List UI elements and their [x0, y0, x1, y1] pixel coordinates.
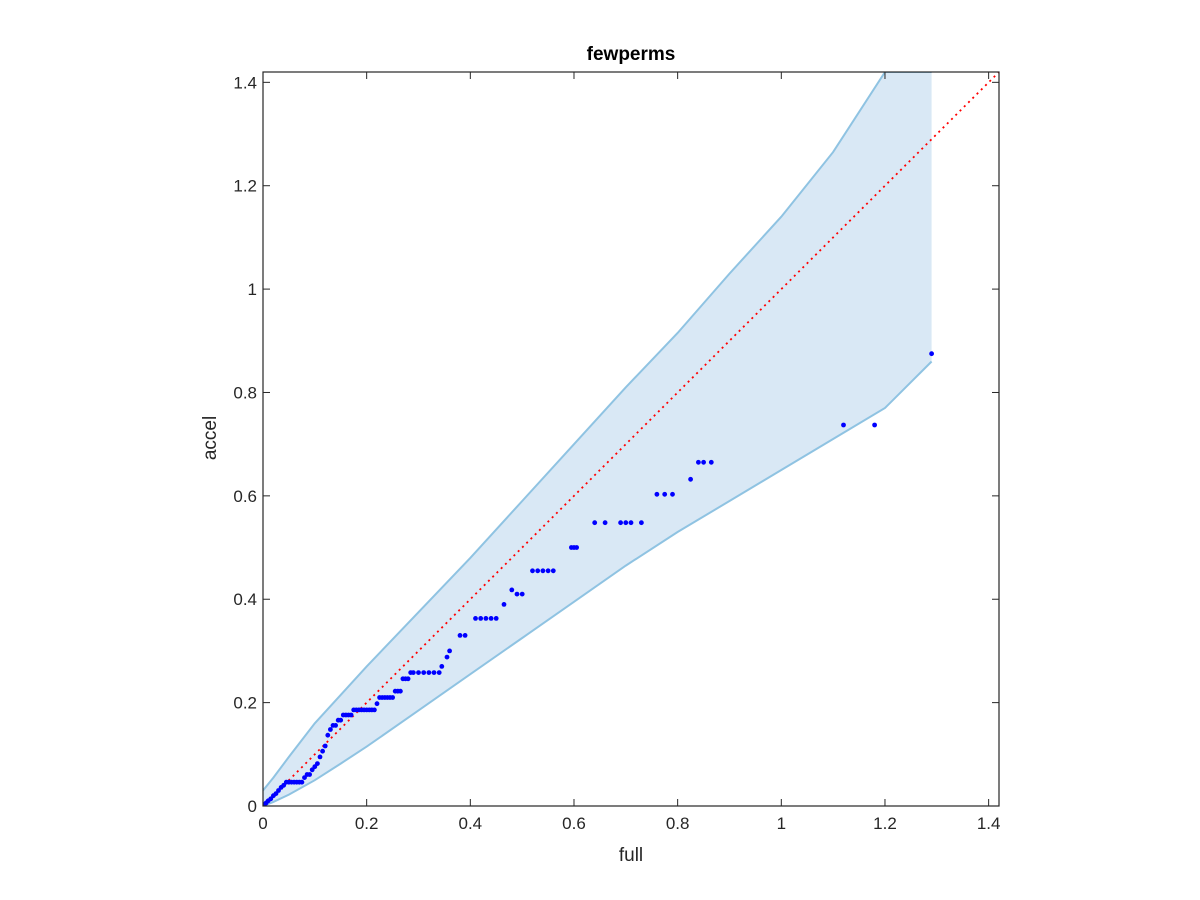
data-point	[618, 520, 623, 526]
data-point	[320, 748, 325, 754]
y-axis-label: accel	[200, 416, 221, 460]
data-point	[390, 695, 395, 700]
band-upper-edge	[263, 72, 932, 792]
data-point	[421, 670, 427, 675]
data-point	[530, 568, 535, 574]
data-point	[639, 520, 644, 526]
data-point	[493, 616, 499, 621]
y-tick-label: 0.4	[233, 590, 257, 609]
x-tick-label: 0	[258, 814, 267, 833]
data-point	[410, 670, 416, 675]
y-tick-label: 1.2	[233, 177, 257, 196]
y-tick-label: 0.2	[233, 694, 257, 713]
chart-title: fewperms	[587, 44, 676, 65]
data-point	[439, 664, 445, 669]
data-point	[436, 670, 442, 675]
data-point	[708, 459, 714, 465]
x-tick-label: 0.4	[459, 814, 483, 833]
axes-box	[262, 71, 1000, 807]
data-point	[574, 545, 579, 550]
data-point	[416, 670, 421, 675]
data-point	[325, 732, 331, 738]
data-point	[478, 616, 484, 621]
data-point	[317, 754, 323, 760]
data-point	[623, 520, 629, 526]
plot-content	[263, 72, 999, 806]
data-point	[333, 723, 338, 728]
data-point	[628, 520, 634, 526]
y-tick-label: 1	[248, 280, 257, 299]
x-tick-label: 1	[777, 814, 786, 833]
band-lower-edge	[263, 360, 933, 806]
y-tick-label: 0	[248, 797, 257, 816]
data-point	[509, 587, 515, 593]
x-tick-label: 0.6	[562, 814, 586, 833]
data-point	[322, 743, 328, 749]
data-point	[514, 591, 520, 597]
data-point	[701, 459, 706, 465]
y-tick-label: 1.4	[233, 73, 257, 92]
data-point	[405, 676, 411, 682]
data-point	[929, 351, 934, 357]
data-point	[307, 772, 312, 777]
x-tick-label: 0.8	[666, 814, 690, 833]
data-point	[670, 491, 675, 497]
y-tick-label: 0.8	[233, 383, 257, 402]
data-point	[696, 459, 701, 465]
y-tick-label: 0.6	[233, 487, 257, 506]
data-point	[398, 688, 403, 694]
data-point	[602, 520, 608, 526]
data-point	[431, 670, 437, 675]
data-point	[473, 616, 478, 621]
data-point	[535, 568, 541, 574]
data-point	[545, 568, 551, 574]
data-point	[592, 520, 598, 526]
confidence-band	[263, 72, 932, 806]
data-point	[488, 616, 494, 621]
data-point	[654, 491, 660, 497]
x-tick-label: 0.2	[355, 814, 379, 833]
data-point	[328, 727, 333, 732]
data-point	[348, 712, 354, 718]
x-tick-label: 1.4	[977, 814, 1001, 833]
data-point	[444, 654, 450, 660]
data-point	[462, 633, 468, 638]
x-tick-label: 1.2	[873, 814, 897, 833]
data-point	[447, 648, 452, 654]
data-point	[662, 491, 668, 497]
data-point	[338, 717, 344, 723]
data-point	[372, 707, 377, 713]
x-axis-label: full	[619, 845, 643, 866]
data-point	[872, 422, 877, 428]
data-point	[501, 602, 507, 607]
data-point	[299, 779, 305, 785]
data-point	[540, 568, 546, 574]
data-point	[315, 761, 320, 766]
axes: 0 0.2 0.4 0.6 0.8 1 1.2 1.4 0 0.2 0.4 0.6 0.8 1 1.2 1.4	[233, 71, 1001, 833]
data-point	[519, 591, 525, 597]
data-point	[688, 476, 693, 482]
data-point	[550, 568, 556, 574]
data-point	[374, 701, 380, 707]
data-point	[457, 633, 463, 638]
plot-area	[263, 72, 999, 806]
data-point	[841, 422, 846, 428]
data-point	[483, 616, 489, 621]
data-point	[426, 670, 432, 675]
